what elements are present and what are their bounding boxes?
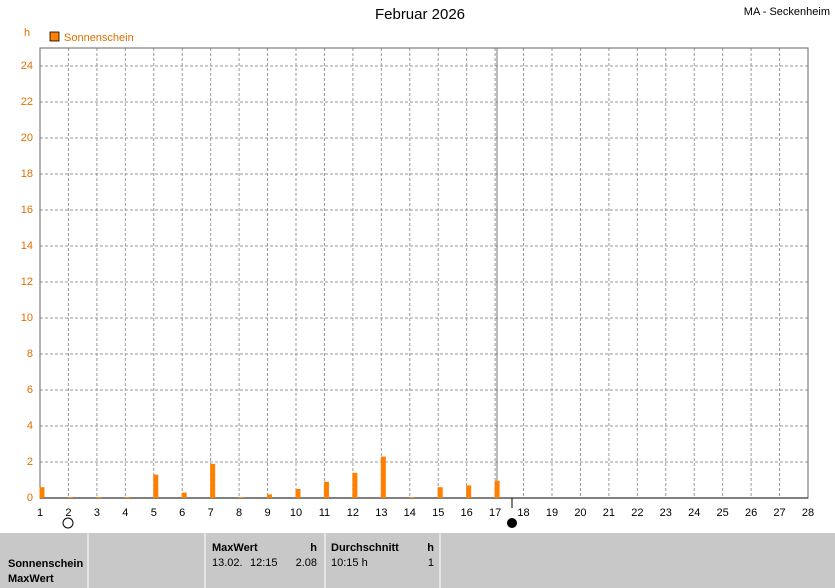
x-tick-label: 22: [631, 507, 643, 519]
x-tick-label: 27: [773, 507, 785, 519]
max-time: 12:15: [250, 557, 278, 569]
bar: [181, 492, 187, 498]
x-tick-label: 25: [717, 507, 729, 519]
bar: [352, 472, 358, 498]
new-moon: [62, 517, 74, 529]
chart-title: Februar 2026: [375, 6, 465, 23]
x-tick-label: 5: [151, 507, 157, 519]
x-tick-label: 16: [461, 507, 473, 519]
avg-value: 1: [428, 557, 434, 569]
y-tick-label: 4: [27, 420, 33, 432]
y-tick-label: 18: [21, 168, 33, 180]
y-tick-label: 14: [21, 240, 33, 252]
x-tick-label: 20: [574, 507, 586, 519]
bar: [96, 497, 102, 498]
x-tick-label: 8: [236, 507, 242, 519]
x-tick-label: 13: [375, 507, 387, 519]
row-label: Sonnenschein: [8, 558, 83, 570]
bar: [380, 456, 386, 498]
legend-label: Sonnenschein: [64, 32, 134, 44]
header: h: [427, 542, 434, 554]
legend-swatch: [49, 31, 60, 42]
full-moon: [507, 518, 517, 528]
row-label: MaxWert: [8, 573, 54, 585]
plot-frame: [39, 47, 809, 499]
station: MA - Seckenheim: [744, 6, 830, 18]
x-tick-label: 24: [688, 507, 700, 519]
x-tick-label: 10: [290, 507, 302, 519]
bar: [153, 474, 159, 498]
bar: [238, 497, 244, 498]
bar: [267, 494, 273, 498]
x-tick-label: 19: [546, 507, 558, 519]
bar: [466, 485, 472, 498]
max-date: 13.02.: [212, 557, 243, 569]
x-tick-label: 17: [489, 507, 501, 519]
y-tick-label: 12: [21, 276, 33, 288]
x-tick-label: 11: [319, 507, 330, 519]
bar: [124, 497, 130, 498]
y-tick-label: 2: [27, 456, 33, 468]
header: h: [310, 542, 317, 554]
bar: [295, 489, 301, 498]
table-panel: [0, 533, 835, 588]
bar: [67, 497, 73, 498]
bar: [409, 497, 415, 498]
x-tick-label: 1: [37, 507, 43, 519]
y-axis-label: h: [24, 27, 30, 39]
max-value: 2.08: [296, 557, 317, 569]
header: Durchschnitt: [331, 542, 399, 554]
x-tick-label: 28: [802, 507, 814, 519]
x-tick-label: 6: [179, 507, 185, 519]
y-tick-label: 22: [21, 96, 33, 108]
x-tick-label: 7: [208, 507, 214, 519]
x-tick-label: 4: [122, 507, 128, 519]
y-tick-label: 10: [21, 312, 33, 324]
y-tick-label: 24: [21, 60, 33, 72]
y-tick-label: 6: [27, 384, 33, 396]
bar: [437, 487, 443, 498]
bar: [323, 481, 329, 498]
bar: [494, 480, 500, 498]
avg-time: 10:15 h: [331, 557, 368, 569]
y-tick-label: 16: [21, 204, 33, 216]
y-tick-label: 0: [27, 492, 33, 504]
x-tick-label: 26: [745, 507, 757, 519]
x-tick-label: 3: [94, 507, 100, 519]
y-tick-label: 20: [21, 132, 33, 144]
x-tick-label: 14: [404, 507, 416, 519]
y-tick-label: 8: [27, 348, 33, 360]
x-tick-label: 23: [660, 507, 672, 519]
x-tick-label: 15: [432, 507, 444, 519]
x-tick-label: 21: [603, 507, 615, 519]
header: MaxWert: [212, 542, 258, 554]
bar: [210, 463, 216, 498]
x-tick-label: 2: [65, 507, 71, 519]
x-tick-label: 12: [347, 507, 359, 519]
x-tick-label: 18: [517, 507, 529, 519]
bar: [39, 487, 45, 498]
x-tick-label: 9: [264, 507, 270, 519]
